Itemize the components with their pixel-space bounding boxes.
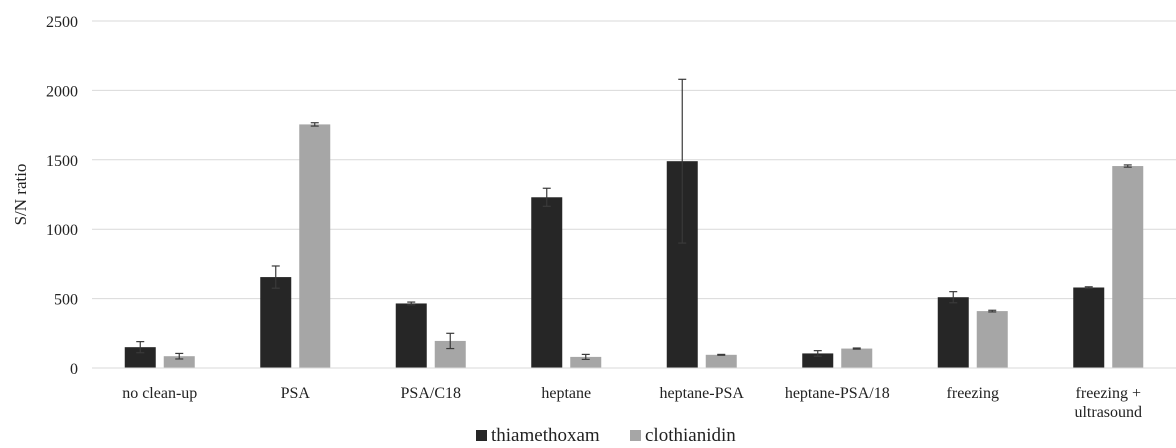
error-bar [581, 353, 590, 360]
bar [299, 124, 331, 368]
error-bars [136, 78, 1132, 360]
legend-swatch [630, 430, 641, 441]
bar [163, 356, 195, 368]
bar [705, 354, 737, 368]
category-label-line: freezing + [1076, 385, 1141, 402]
bars [124, 124, 1144, 368]
error-bar [175, 352, 184, 360]
error-bar [988, 309, 997, 313]
category-label: PSA/C18 [401, 385, 461, 402]
category-label-line: heptane-PSA/18 [785, 385, 890, 402]
y-axis-ticks: 0 500 1000 1500 2000 2500 [46, 14, 78, 378]
y-axis-title: S/N ratio [11, 164, 30, 226]
error-bar [1123, 164, 1132, 168]
error-bar [446, 332, 455, 350]
legend-label: thiamethoxam [491, 425, 600, 446]
category-label: heptane-PSA/18 [785, 385, 890, 402]
error-bar [407, 301, 416, 306]
category-label: PSA [281, 385, 311, 402]
category-label-line: PSA [281, 385, 311, 402]
category-label: no clean-up [122, 385, 197, 402]
legend-item: clothianidin [630, 425, 736, 446]
bar [1073, 287, 1105, 368]
category-label-line: freezing [947, 385, 999, 402]
legend: thiamethoxam clothianidin [476, 425, 736, 446]
error-bar [1084, 286, 1093, 289]
bar [937, 297, 969, 368]
error-bar [271, 265, 280, 289]
y-tick-label: 2000 [46, 83, 78, 100]
category-label-line: ultrasound [1074, 404, 1142, 421]
y-tick-label: 1500 [46, 153, 78, 170]
error-bar [813, 350, 822, 357]
category-label: freezing + ultrasound [1074, 385, 1142, 421]
category-label: heptane [541, 385, 591, 402]
bar [260, 277, 292, 368]
error-bar [136, 341, 145, 354]
error-bar [852, 347, 861, 350]
y-tick-label: 1000 [46, 222, 78, 239]
legend-label: clothianidin [645, 425, 736, 446]
legend-swatch [476, 430, 487, 441]
error-bar [949, 291, 958, 304]
error-bar [310, 122, 319, 127]
category-label-line: heptane [541, 385, 591, 402]
legend-item: thiamethoxam [476, 425, 600, 446]
category-label: heptane-PSA [660, 385, 745, 402]
y-tick-label: 500 [54, 292, 78, 309]
y-tick-label: 0 [70, 361, 78, 378]
category-label: freezing [947, 385, 999, 402]
bar [1112, 166, 1144, 368]
category-label-line: no clean-up [122, 385, 197, 402]
category-labels: no clean-up PSA PSA/C18 heptane heptane-PSA h… [122, 385, 1142, 421]
category-label-line: PSA/C18 [401, 385, 461, 402]
category-label-line: heptane-PSA [660, 385, 745, 402]
bar [841, 348, 873, 368]
bar [531, 197, 563, 368]
bar [802, 353, 834, 368]
bar [570, 356, 602, 368]
bar [395, 303, 427, 368]
bar [976, 311, 1008, 368]
error-bar [678, 78, 687, 244]
bar [124, 347, 156, 368]
error-bar [542, 187, 551, 207]
y-tick-label: 2500 [46, 14, 78, 31]
error-bar [717, 353, 726, 356]
gridlines [92, 20, 1176, 300]
